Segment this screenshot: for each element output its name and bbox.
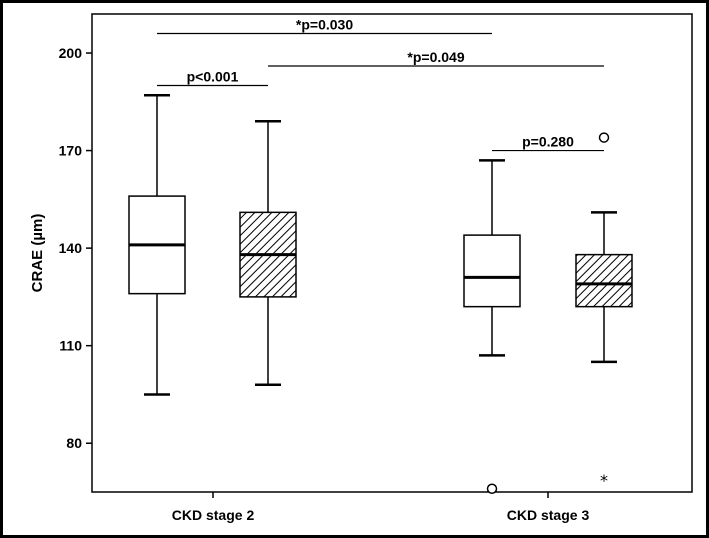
significance-brackets: p<0.001 p=0.280 *p=0.049 *p=0.030	[157, 17, 604, 152]
box-iqr	[463, 234, 521, 308]
box-hatched	[239, 120, 297, 386]
y-axis: 80 110 140 170 200	[59, 45, 92, 451]
x-axis: CKD stage 2 CKD stage 3	[172, 492, 590, 523]
x-category-label: CKD stage 3	[507, 507, 590, 523]
y-axis-label: CRAE (µm)	[29, 214, 46, 293]
box-plain	[463, 159, 521, 494]
y-tick-label: 110	[59, 338, 82, 354]
y-tick-label: 200	[59, 45, 83, 61]
significance-label: *p=0.049	[407, 49, 464, 65]
y-tick-label: 80	[66, 435, 82, 451]
outlier-star: *	[600, 471, 608, 490]
significance-label: *p=0.030	[296, 17, 353, 33]
significance-label: p<0.001	[187, 69, 239, 85]
x-category-label: CKD stage 2	[172, 507, 255, 523]
plot-area	[91, 13, 693, 493]
y-tick-label: 140	[59, 240, 83, 256]
boxes: *	[128, 94, 633, 494]
box-hatched: *	[575, 132, 633, 490]
outlier-circle	[598, 132, 610, 143]
box-iqr	[575, 253, 633, 308]
outlier-circle	[486, 483, 498, 494]
y-tick-label: 170	[59, 143, 83, 159]
significance-label: p=0.280	[522, 134, 574, 150]
box-plain	[128, 94, 186, 396]
